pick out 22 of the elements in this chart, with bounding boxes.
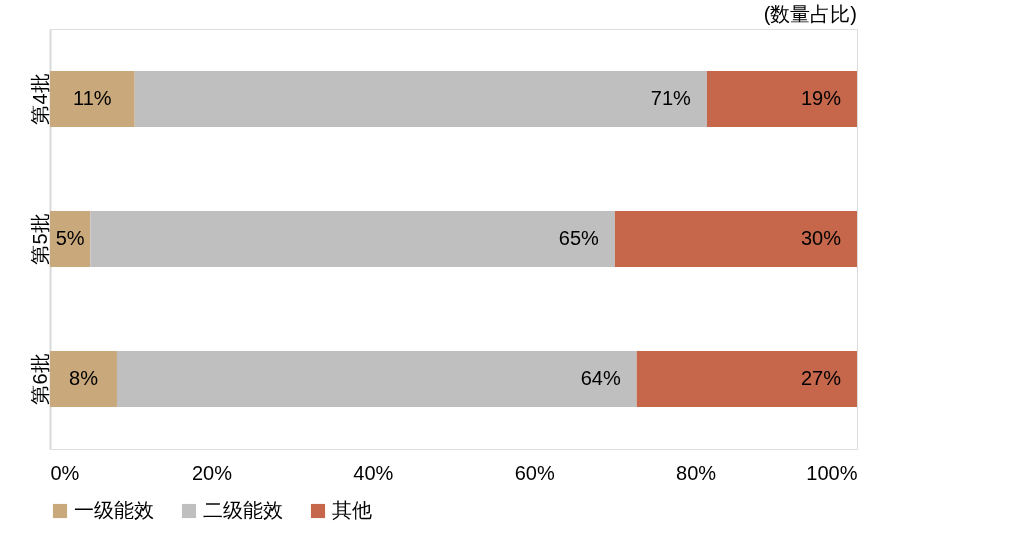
y-tick-label: 第6批 <box>28 353 51 405</box>
y-tick-label: 第5批 <box>28 213 51 265</box>
legend-label: 一级能效 <box>74 499 154 521</box>
text: (数量占比) <box>763 3 857 25</box>
data-label: 8% <box>69 367 99 389</box>
x-tick-label: 0% <box>50 461 80 484</box>
data-label: 64% <box>580 367 621 389</box>
data-label: 5% <box>55 227 85 249</box>
x-tick-label: 60% <box>514 461 555 484</box>
y-tick-label: 第4批 <box>28 73 51 125</box>
data-label: 11% <box>73 87 112 109</box>
data-label: 30% <box>800 227 842 249</box>
x-tick-label: 40% <box>353 461 394 484</box>
legend-label: 二级能效 <box>203 499 283 521</box>
x-tick-label: 20% <box>191 461 233 484</box>
legend-label: 其他 <box>332 499 372 521</box>
data-label: 65% <box>558 227 600 249</box>
data-label: 71% <box>650 87 692 109</box>
x-tick-label: 100% <box>806 461 858 484</box>
data-label: 19% <box>800 87 842 109</box>
x-tick-label: 80% <box>676 461 717 484</box>
data-label: 27% <box>800 367 842 389</box>
